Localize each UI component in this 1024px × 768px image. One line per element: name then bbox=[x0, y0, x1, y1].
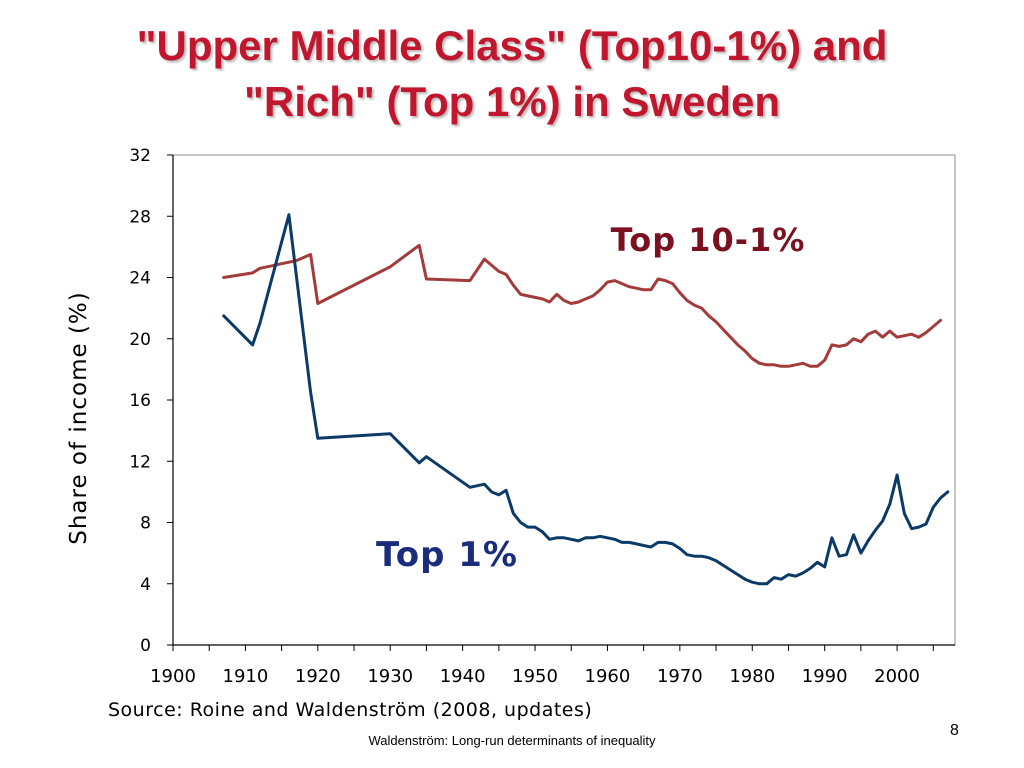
chart-labels: Share of income (%) Top 10-1% Top 1% bbox=[66, 221, 806, 575]
x-tick-label: 1900 bbox=[150, 666, 196, 687]
page-number: 8 bbox=[950, 722, 959, 739]
slide-footer: Waldenström: Long-run determinants of in… bbox=[368, 733, 656, 748]
y-tick-label: 32 bbox=[129, 146, 151, 166]
y-tick-label: 20 bbox=[129, 330, 151, 350]
series-line-1 bbox=[222, 243, 942, 368]
y-tick-label: 16 bbox=[129, 391, 151, 411]
y-tick-label: 24 bbox=[129, 269, 151, 289]
x-tick-label: 1950 bbox=[512, 666, 558, 687]
chart-ticks: 0 4 8 12 16 20 24 28 32 1900 1910 1920 1930 1940 1950 1… bbox=[129, 146, 934, 687]
x-tick-label: 1980 bbox=[729, 666, 775, 687]
series-label-2: Top 1% bbox=[376, 535, 518, 575]
x-tick-label: 1960 bbox=[585, 666, 631, 687]
title-line-2: "Rich" (Top 1%) in Sweden bbox=[243, 78, 781, 125]
series-line-2 bbox=[222, 213, 950, 586]
slide-title: "Upper Middle Class" (Top10-1%) and "Ric… bbox=[0, 18, 1024, 130]
x-tick-label: 1990 bbox=[802, 666, 848, 687]
source-note: Source: Roine and Waldenström (2008, upd… bbox=[108, 699, 593, 721]
chart-series bbox=[222, 213, 950, 586]
x-tick-label: 1970 bbox=[657, 666, 703, 687]
y-tick-label: 8 bbox=[140, 514, 151, 534]
title-line-1: "Upper Middle Class" (Top10-1%) and bbox=[136, 22, 888, 69]
x-tick-label: 1940 bbox=[440, 666, 486, 687]
series-label-1: Top 10-1% bbox=[611, 221, 806, 259]
x-tick-label: 1930 bbox=[367, 666, 413, 687]
x-tick-label: 1920 bbox=[295, 666, 341, 687]
x-tick-label: 1910 bbox=[223, 666, 269, 687]
x-tick-label: 2000 bbox=[874, 666, 920, 687]
y-axis-title: Share of income (%) bbox=[66, 291, 92, 545]
y-tick-label: 0 bbox=[140, 636, 151, 656]
y-tick-label: 28 bbox=[129, 207, 151, 227]
y-tick-label: 12 bbox=[129, 452, 151, 472]
y-tick-label: 4 bbox=[140, 575, 151, 595]
